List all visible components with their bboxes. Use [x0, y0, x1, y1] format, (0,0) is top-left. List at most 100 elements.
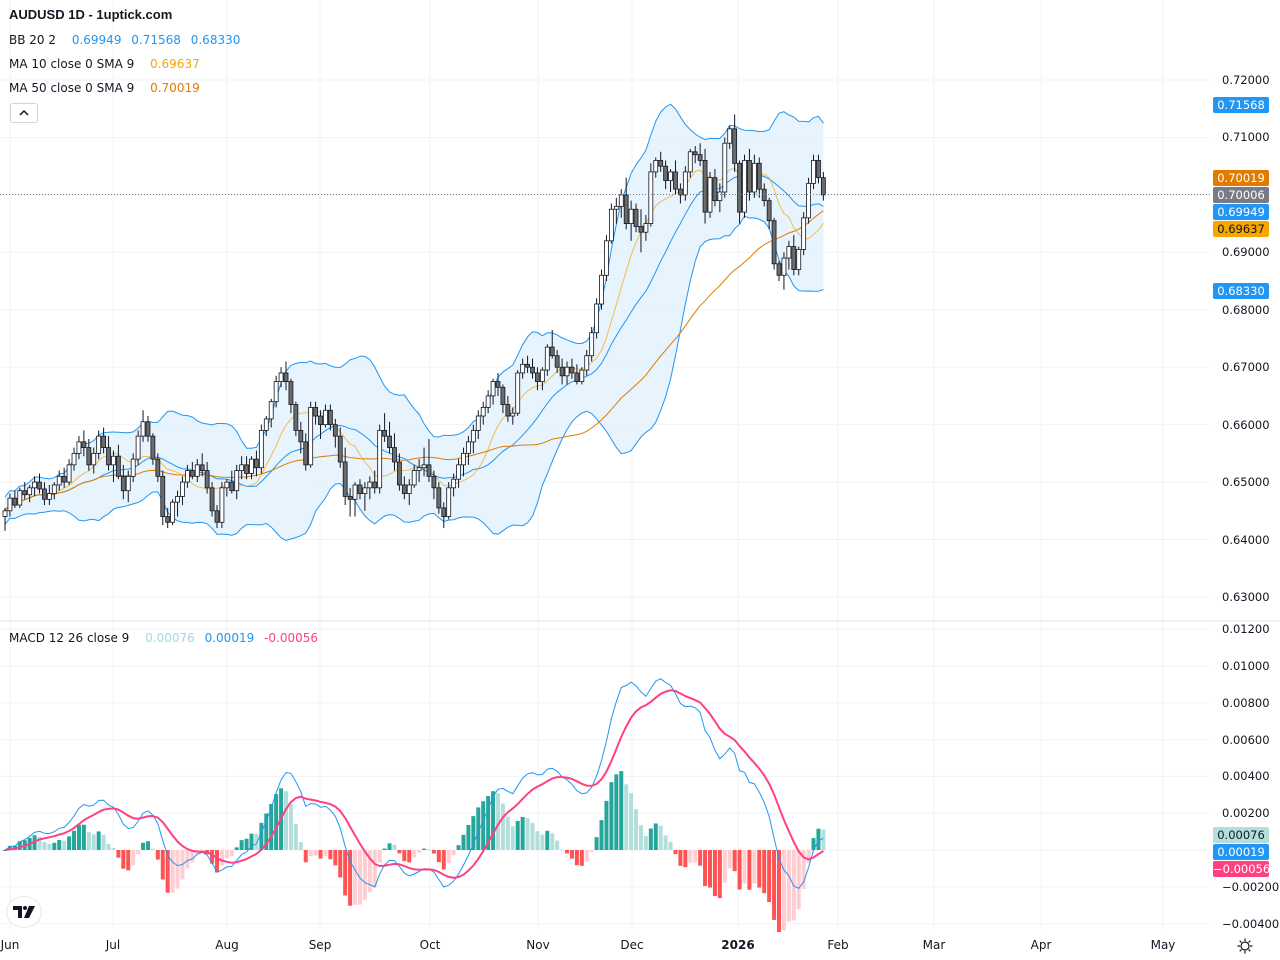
candle[interactable]	[2, 507, 8, 531]
candle[interactable]	[22, 482, 28, 500]
candle[interactable]	[771, 217, 777, 270]
candle[interactable]	[150, 433, 156, 465]
candle[interactable]	[436, 482, 442, 514]
candle[interactable]	[653, 157, 659, 178]
candle[interactable]	[687, 148, 693, 178]
candle[interactable]	[125, 470, 131, 503]
candle[interactable]	[668, 169, 673, 193]
candle[interactable]	[520, 358, 526, 379]
candle[interactable]	[56, 470, 62, 491]
candle[interactable]	[352, 482, 358, 517]
candle[interactable]	[229, 470, 235, 494]
candle[interactable]	[811, 154, 816, 190]
candle[interactable]	[362, 482, 368, 511]
settings-gear-icon[interactable]	[1237, 938, 1253, 954]
candle[interactable]	[254, 450, 259, 477]
tradingview-logo[interactable]	[6, 896, 42, 928]
candle[interactable]	[308, 401, 314, 468]
candle[interactable]	[140, 410, 146, 442]
candle[interactable]	[342, 447, 348, 506]
candle[interactable]	[382, 413, 388, 442]
candle[interactable]	[51, 482, 57, 500]
candle[interactable]	[643, 214, 649, 241]
candle[interactable]	[209, 482, 215, 517]
candle[interactable]	[678, 183, 683, 204]
candle[interactable]	[293, 401, 299, 437]
candle[interactable]	[579, 367, 585, 385]
candle[interactable]	[303, 433, 309, 471]
candle[interactable]	[505, 395, 511, 422]
candle[interactable]	[239, 456, 245, 480]
candle[interactable]	[401, 476, 407, 500]
candle[interactable]	[742, 154, 747, 218]
candle[interactable]	[781, 252, 787, 290]
candle[interactable]	[12, 490, 18, 508]
candle[interactable]	[135, 430, 141, 465]
candle[interactable]	[288, 378, 294, 414]
candle[interactable]	[554, 349, 560, 373]
candle[interactable]	[249, 456, 254, 480]
candle[interactable]	[673, 160, 678, 195]
candle[interactable]	[367, 476, 373, 500]
candle[interactable]	[17, 487, 23, 508]
candle[interactable]	[61, 467, 67, 488]
candle[interactable]	[347, 487, 353, 517]
candle[interactable]	[525, 355, 530, 373]
candle[interactable]	[313, 401, 318, 425]
candle[interactable]	[396, 453, 402, 491]
candle[interactable]	[820, 171, 826, 201]
candle[interactable]	[189, 461, 195, 480]
candle[interactable]	[628, 200, 634, 241]
candle[interactable]	[475, 410, 481, 439]
candle[interactable]	[155, 453, 161, 483]
candle[interactable]	[569, 358, 575, 379]
candle[interactable]	[480, 401, 486, 425]
candle[interactable]	[786, 240, 792, 270]
candle[interactable]	[776, 260, 782, 282]
candle[interactable]	[737, 160, 742, 224]
candle[interactable]	[589, 326, 595, 362]
candle[interactable]	[180, 476, 185, 506]
candle[interactable]	[66, 459, 72, 485]
candle[interactable]	[727, 125, 733, 149]
candle[interactable]	[515, 370, 521, 417]
candle[interactable]	[298, 421, 304, 454]
candle[interactable]	[76, 436, 82, 460]
candle[interactable]	[549, 329, 555, 359]
candle[interactable]	[32, 476, 37, 497]
candle[interactable]	[697, 143, 703, 167]
candle[interactable]	[732, 114, 738, 172]
candle[interactable]	[574, 364, 580, 385]
candle[interactable]	[658, 151, 664, 172]
candle[interactable]	[86, 439, 92, 471]
candle[interactable]	[648, 163, 654, 227]
candle[interactable]	[485, 390, 491, 414]
candle[interactable]	[613, 197, 619, 224]
candle[interactable]	[377, 424, 383, 494]
candle[interactable]	[406, 479, 412, 506]
candle[interactable]	[115, 444, 121, 480]
candle[interactable]	[599, 269, 604, 310]
candle[interactable]	[816, 154, 821, 184]
candle[interactable]	[766, 197, 772, 230]
candle[interactable]	[623, 177, 629, 230]
candle[interactable]	[337, 427, 343, 468]
candle[interactable]	[604, 235, 609, 282]
candle[interactable]	[806, 177, 811, 224]
candle[interactable]	[751, 154, 757, 198]
candle[interactable]	[633, 203, 639, 233]
candle[interactable]	[584, 349, 590, 376]
candlestick-series[interactable]	[2, 114, 826, 531]
candle[interactable]	[470, 424, 476, 454]
candle[interactable]	[37, 473, 42, 494]
candle[interactable]	[416, 459, 422, 483]
candle[interactable]	[702, 148, 708, 224]
candle[interactable]	[456, 459, 461, 488]
candle[interactable]	[278, 367, 284, 388]
candle[interactable]	[535, 367, 540, 391]
candle[interactable]	[234, 464, 240, 500]
candle[interactable]	[441, 502, 447, 529]
candle[interactable]	[199, 453, 205, 477]
candle[interactable]	[273, 375, 279, 408]
candle[interactable]	[194, 459, 200, 483]
